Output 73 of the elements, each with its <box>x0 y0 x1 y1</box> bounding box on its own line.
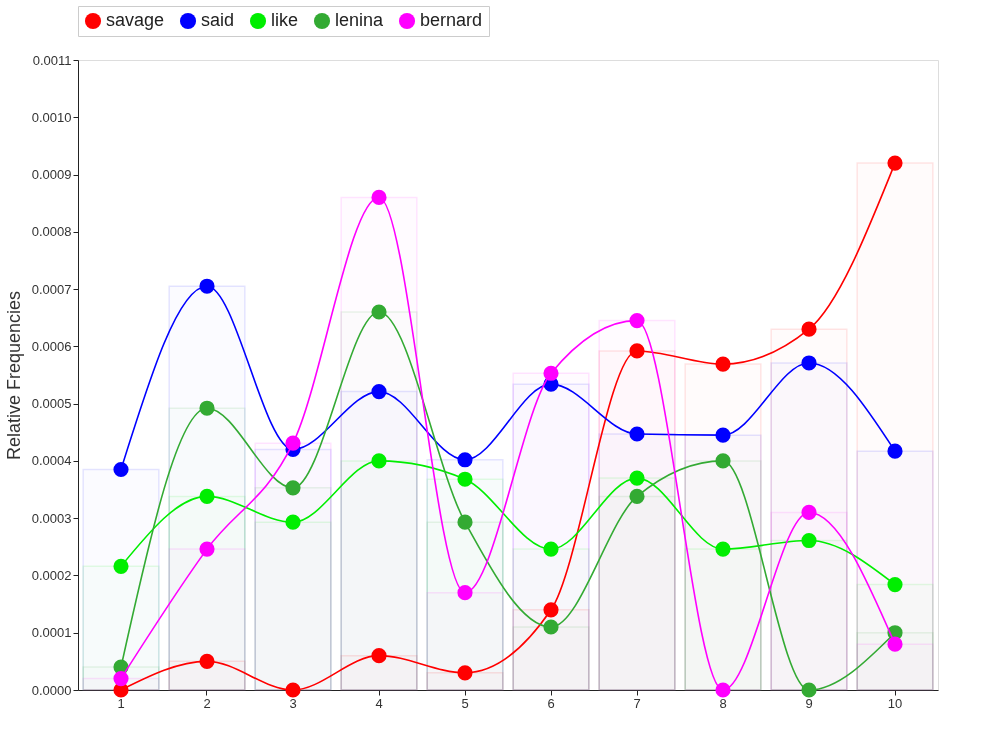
y-tick-label: 0.0005 <box>31 396 72 412</box>
legend-label: bernard <box>420 10 483 30</box>
point <box>715 453 731 469</box>
point <box>715 356 731 372</box>
point <box>457 514 473 530</box>
x-tick-label: 9 <box>805 695 813 711</box>
point <box>543 541 559 557</box>
point <box>457 665 473 681</box>
x-tick-label: 10 <box>887 695 903 711</box>
point <box>371 189 387 206</box>
point <box>801 355 817 371</box>
point <box>457 585 473 601</box>
y-tick-label: 0.0010 <box>31 109 72 125</box>
point <box>715 682 731 698</box>
point <box>543 365 559 381</box>
y-tick-label: 0.0008 <box>31 224 72 240</box>
point <box>629 313 645 329</box>
x-tick-label: 4 <box>375 695 383 711</box>
point <box>887 443 903 459</box>
point <box>285 480 301 496</box>
x-tick-label: 6 <box>547 695 555 711</box>
point <box>199 400 215 416</box>
x-tick-label: 8 <box>719 695 727 711</box>
y-tick-label: 0.0006 <box>31 338 72 354</box>
point <box>371 304 387 320</box>
point <box>801 504 817 521</box>
point <box>285 682 301 698</box>
point <box>371 384 387 400</box>
y-tick-label: 0.0001 <box>31 625 72 641</box>
x-tick-label: 1 <box>117 695 125 711</box>
point <box>629 470 645 486</box>
legend-label: like <box>271 10 299 30</box>
point <box>457 452 473 468</box>
x-tick-label: 2 <box>203 695 211 711</box>
y-tick-label: 0.0009 <box>31 167 72 183</box>
point <box>801 532 817 549</box>
point <box>199 278 215 294</box>
point <box>285 514 301 530</box>
x-tick-label: 5 <box>461 695 469 711</box>
y-tick-label: 0.0000 <box>31 682 72 698</box>
y-axis-title: Relative Frequencies <box>3 290 24 461</box>
legend-label: said <box>201 10 235 30</box>
point <box>113 461 129 478</box>
point <box>629 488 645 504</box>
point <box>887 636 903 652</box>
y-tick-label: 0.0003 <box>31 510 72 526</box>
point <box>543 619 559 635</box>
point <box>371 453 387 469</box>
point <box>887 155 903 171</box>
y-tick-label: 0.0002 <box>31 567 72 583</box>
point <box>543 602 559 618</box>
point <box>199 653 215 669</box>
y-tick-label: 0.0011 <box>32 52 72 68</box>
point <box>715 541 731 557</box>
point <box>629 343 645 359</box>
point <box>801 682 817 698</box>
x-tick-label: 7 <box>633 695 641 711</box>
point <box>457 471 473 487</box>
legend-label: lenina <box>335 10 385 30</box>
point <box>629 426 645 442</box>
point <box>285 435 301 451</box>
point <box>371 648 387 664</box>
point <box>199 541 215 557</box>
x-tick-label: 3 <box>289 695 297 711</box>
y-tick-label: 0.0004 <box>31 453 72 469</box>
point <box>887 577 903 593</box>
y-tick-label: 0.0007 <box>31 281 72 297</box>
point <box>113 558 129 574</box>
point <box>113 670 129 687</box>
point <box>801 321 817 337</box>
point <box>199 488 215 504</box>
legend-label: savage <box>106 10 165 30</box>
point <box>715 427 731 443</box>
